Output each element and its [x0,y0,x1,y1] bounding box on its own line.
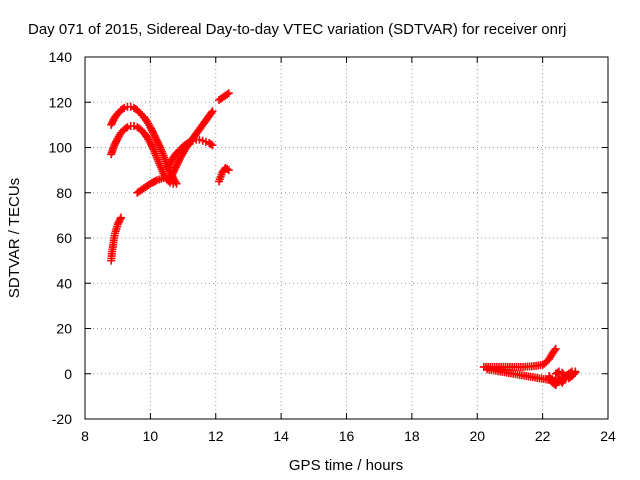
x-tick-label: 8 [81,428,89,444]
data-point-marker [151,177,160,186]
data-point-marker [569,370,578,379]
y-tick-label: 140 [49,49,73,65]
y-tick-label: 20 [56,321,72,337]
series-segment-early [107,213,125,265]
x-tick-label: 18 [404,428,420,444]
data-point-marker [206,140,215,149]
y-tick-label: 40 [56,275,72,291]
x-tick-label: 12 [208,428,224,444]
data-point-marker [208,107,217,116]
y-tick-labels: -20 0 20 40 60 80 100 120 140 [49,49,73,427]
y-tick-label: -20 [52,411,72,427]
chart-title: Day 071 of 2015, Sidereal Day-to-day VTE… [28,21,566,38]
series-rising-mid [133,174,171,197]
data-point-marker [208,141,217,150]
y-axis-label: SDTVAR / TECUs [6,178,23,298]
data-point-marker [121,124,130,133]
data-point-marker [223,90,232,99]
y-tick-label: 80 [56,185,72,201]
data-point-marker [118,105,127,114]
x-axis-label: GPS time / hours [289,457,403,474]
data-point-marker [551,344,560,353]
data-point-marker [116,213,125,222]
x-tick-label: 20 [469,428,485,444]
data-point-marker [207,108,216,117]
data-points [107,89,580,390]
data-point-marker [224,166,233,175]
x-tick-label: 10 [143,428,159,444]
series-late-right [551,367,580,383]
y-tick-label: 100 [49,140,73,156]
data-point-marker [148,144,157,153]
y-tick-label: 60 [56,230,72,246]
data-point-marker [571,368,580,377]
data-point-marker [183,138,192,147]
x-tick-label: 14 [273,428,289,444]
axis-ticks [84,56,609,420]
data-point-marker [223,164,232,173]
data-point-marker [169,179,178,188]
x-tick-label: 24 [600,428,616,444]
series-hump-to-12 [162,135,217,172]
x-tick-label: 16 [339,428,355,444]
y-tick-label: 120 [49,94,73,110]
data-point-marker [116,215,125,224]
series-segment-12-upper [215,89,233,104]
data-point-marker [224,89,233,98]
data-point-marker [155,141,164,150]
x-tick-labels: 8 10 12 14 16 18 20 22 24 [81,428,616,444]
y-tick-label: 0 [64,366,72,382]
x-tick-label: 22 [535,428,551,444]
series-segment-12-lower [215,163,233,186]
grid-lines [85,57,608,419]
series-arc-lower-left [107,122,178,188]
data-point-marker [560,371,569,380]
data-point-marker [550,346,559,355]
